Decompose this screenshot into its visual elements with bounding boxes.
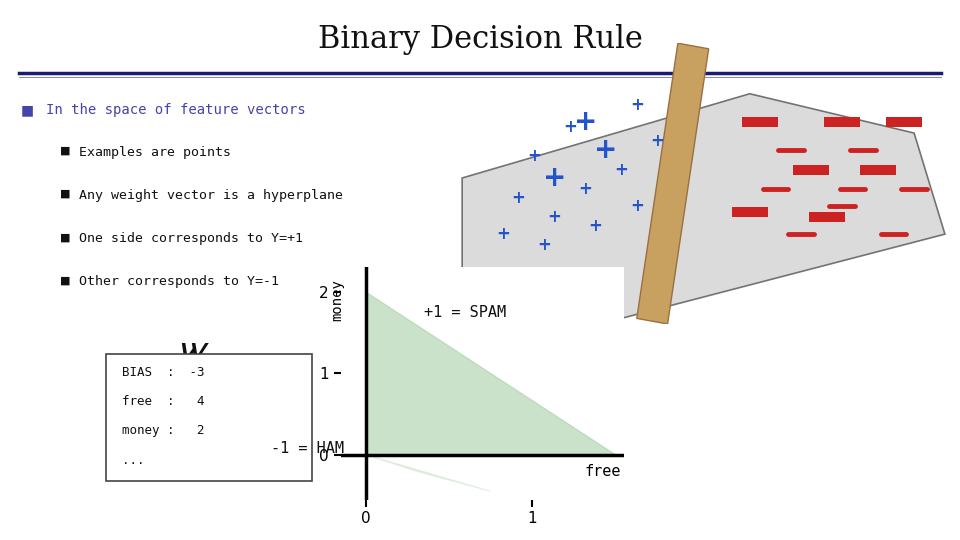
FancyBboxPatch shape <box>742 117 778 127</box>
Text: +1 = SPAM: +1 = SPAM <box>424 305 506 320</box>
FancyBboxPatch shape <box>860 165 896 174</box>
Text: +: + <box>594 136 617 164</box>
Text: +: + <box>574 108 597 136</box>
Text: ...: ... <box>122 454 144 467</box>
FancyBboxPatch shape <box>809 212 845 222</box>
Text: +: + <box>527 146 541 165</box>
Polygon shape <box>636 43 708 324</box>
Text: $\mathcal{w}$: $\mathcal{w}$ <box>175 329 209 372</box>
Polygon shape <box>366 455 491 491</box>
Text: Other corresponds to Y=-1: Other corresponds to Y=-1 <box>79 275 278 288</box>
Text: +: + <box>579 180 592 198</box>
Text: ■: ■ <box>60 146 70 156</box>
FancyBboxPatch shape <box>732 207 768 217</box>
Text: +: + <box>630 197 644 215</box>
Text: +: + <box>630 96 644 114</box>
Text: free  :   4: free : 4 <box>122 395 204 408</box>
Text: One side corresponds to Y=+1: One side corresponds to Y=+1 <box>79 232 302 245</box>
Text: +: + <box>512 188 525 207</box>
FancyBboxPatch shape <box>793 165 829 174</box>
Text: In the space of feature vectors: In the space of feature vectors <box>46 103 305 117</box>
Text: +: + <box>614 160 628 179</box>
Text: +: + <box>650 132 664 151</box>
Text: ■: ■ <box>60 189 70 199</box>
Text: +: + <box>543 164 566 192</box>
Text: ■: ■ <box>21 104 35 118</box>
Text: +: + <box>564 118 577 137</box>
FancyBboxPatch shape <box>825 117 860 127</box>
Text: -1 = HAM: -1 = HAM <box>271 441 344 456</box>
Text: +: + <box>547 208 562 226</box>
Text: money :   2: money : 2 <box>122 424 204 437</box>
Text: free: free <box>585 464 621 480</box>
FancyBboxPatch shape <box>886 117 922 127</box>
Polygon shape <box>462 94 945 319</box>
Text: ■: ■ <box>60 232 70 242</box>
Text: +: + <box>588 217 603 235</box>
Text: Binary Decision Rule: Binary Decision Rule <box>318 24 642 55</box>
Text: $f \cdot w = 0$: $f \cdot w = 0$ <box>438 483 522 505</box>
Text: Examples are points: Examples are points <box>79 146 230 159</box>
Text: BIAS  :  -3: BIAS : -3 <box>122 366 204 379</box>
Text: +: + <box>538 237 551 254</box>
Text: Any weight vector is a hyperplane: Any weight vector is a hyperplane <box>79 189 343 202</box>
Text: +: + <box>496 225 510 243</box>
Text: ■: ■ <box>60 275 70 286</box>
Text: money: money <box>330 280 344 321</box>
Polygon shape <box>366 292 615 455</box>
FancyBboxPatch shape <box>106 354 312 481</box>
